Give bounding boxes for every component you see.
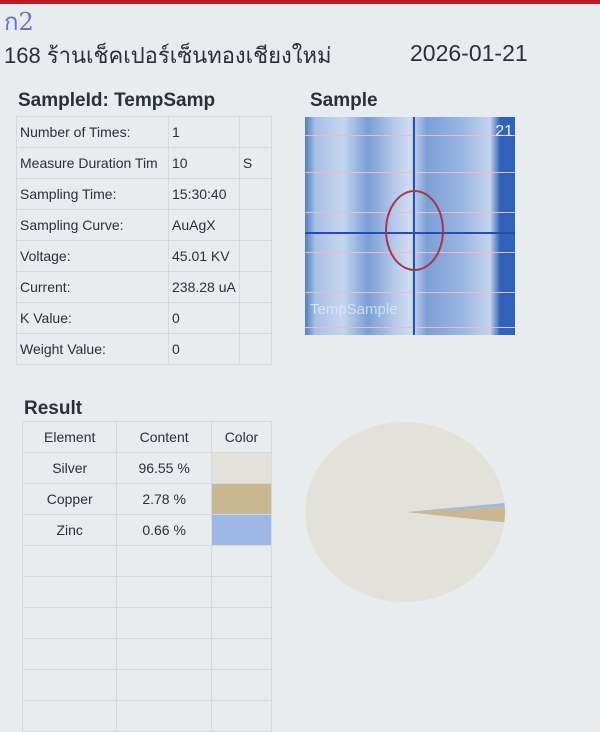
element-name: Silver bbox=[21, 452, 118, 484]
info-value: 15:30:40 bbox=[168, 178, 240, 210]
info-row: Weight Value: 0 bbox=[16, 333, 273, 365]
sample-id-title: SampleId: TempSamp bbox=[18, 90, 216, 111]
info-value: AuAgX bbox=[168, 209, 240, 241]
element-content: 0.66 % bbox=[116, 514, 212, 546]
info-value: 238.28 uA bbox=[168, 271, 240, 303]
info-unit bbox=[238, 333, 273, 365]
empty-row bbox=[21, 700, 273, 732]
info-label: Weight Value: bbox=[16, 333, 169, 365]
element-name: Copper bbox=[21, 483, 118, 515]
info-unit bbox=[238, 271, 273, 303]
empty-row bbox=[21, 669, 273, 701]
corner-label: 21 bbox=[495, 123, 513, 140]
info-unit: S bbox=[238, 147, 273, 179]
result-title: Result bbox=[24, 398, 83, 419]
info-row: Current: 238.28 uA bbox=[16, 271, 273, 303]
info-label: Current: bbox=[16, 271, 169, 303]
measure-spot-ellipse bbox=[385, 190, 444, 271]
info-unit bbox=[238, 240, 273, 272]
info-label: Measure Duration Tim bbox=[16, 147, 169, 179]
watermark: TempSample bbox=[310, 301, 398, 318]
sample-image-title: Sample bbox=[310, 90, 378, 111]
top-edge bbox=[0, 0, 600, 4]
info-row: Number of Times: 1 bbox=[16, 116, 273, 148]
result-row: Zinc 0.66 % bbox=[21, 514, 273, 546]
element-name: Zinc bbox=[21, 514, 118, 546]
color-swatch bbox=[210, 483, 273, 515]
info-row: Sampling Time: 15:30:40 bbox=[16, 178, 273, 210]
info-label: Number of Times: bbox=[16, 116, 169, 148]
result-header: Content bbox=[116, 421, 212, 453]
empty-row bbox=[21, 545, 273, 577]
result-table: Element Content Color Silver 96.55 % Copper 2.… bbox=[21, 421, 273, 732]
result-pie-chart bbox=[305, 422, 505, 603]
empty-row bbox=[21, 576, 273, 608]
element-content: 96.55 % bbox=[116, 452, 212, 484]
info-unit bbox=[238, 209, 273, 241]
element-content: 2.78 % bbox=[116, 483, 212, 515]
sample-image: 21 TempSample bbox=[305, 117, 515, 335]
info-value: 0 bbox=[168, 302, 240, 334]
shop-name: 168 ร้านเช็คเปอร์เซ็นทองเชียงใหม่ bbox=[4, 43, 332, 68]
color-swatch bbox=[210, 514, 273, 546]
info-row: K Value: 0 bbox=[16, 302, 273, 334]
empty-row bbox=[21, 607, 273, 639]
info-row: Measure Duration Tim 10 S bbox=[16, 147, 273, 179]
empty-row bbox=[21, 638, 273, 670]
handwritten-note: ก2 bbox=[4, 8, 34, 36]
color-swatch bbox=[210, 452, 273, 484]
pie-slice-copper bbox=[405, 506, 505, 523]
info-unit bbox=[238, 116, 273, 148]
info-label: Sampling Curve: bbox=[16, 209, 169, 241]
info-unit bbox=[238, 178, 273, 210]
info-value: 10 bbox=[168, 147, 240, 179]
info-value: 45.01 KV bbox=[168, 240, 240, 272]
result-header: Element bbox=[21, 421, 118, 453]
info-unit bbox=[238, 302, 273, 334]
info-label: Sampling Time: bbox=[16, 178, 169, 210]
info-value: 1 bbox=[168, 116, 240, 148]
result-row: Silver 96.55 % bbox=[21, 452, 273, 484]
info-label: K Value: bbox=[16, 302, 169, 334]
info-row: Sampling Curve: AuAgX bbox=[16, 209, 273, 241]
result-row: Copper 2.78 % bbox=[21, 483, 273, 515]
pie-slice-zinc bbox=[405, 502, 505, 512]
result-header: Color bbox=[210, 421, 273, 453]
info-value: 0 bbox=[168, 333, 240, 365]
pie-slice-silver bbox=[305, 422, 505, 603]
info-row: Voltage: 45.01 KV bbox=[16, 240, 273, 272]
info-label: Voltage: bbox=[16, 240, 169, 272]
sample-info-table: Number of Times: 1 Measure Duration Tim 10 S… bbox=[16, 116, 273, 365]
report-date: 2026-01-21 bbox=[410, 40, 528, 66]
